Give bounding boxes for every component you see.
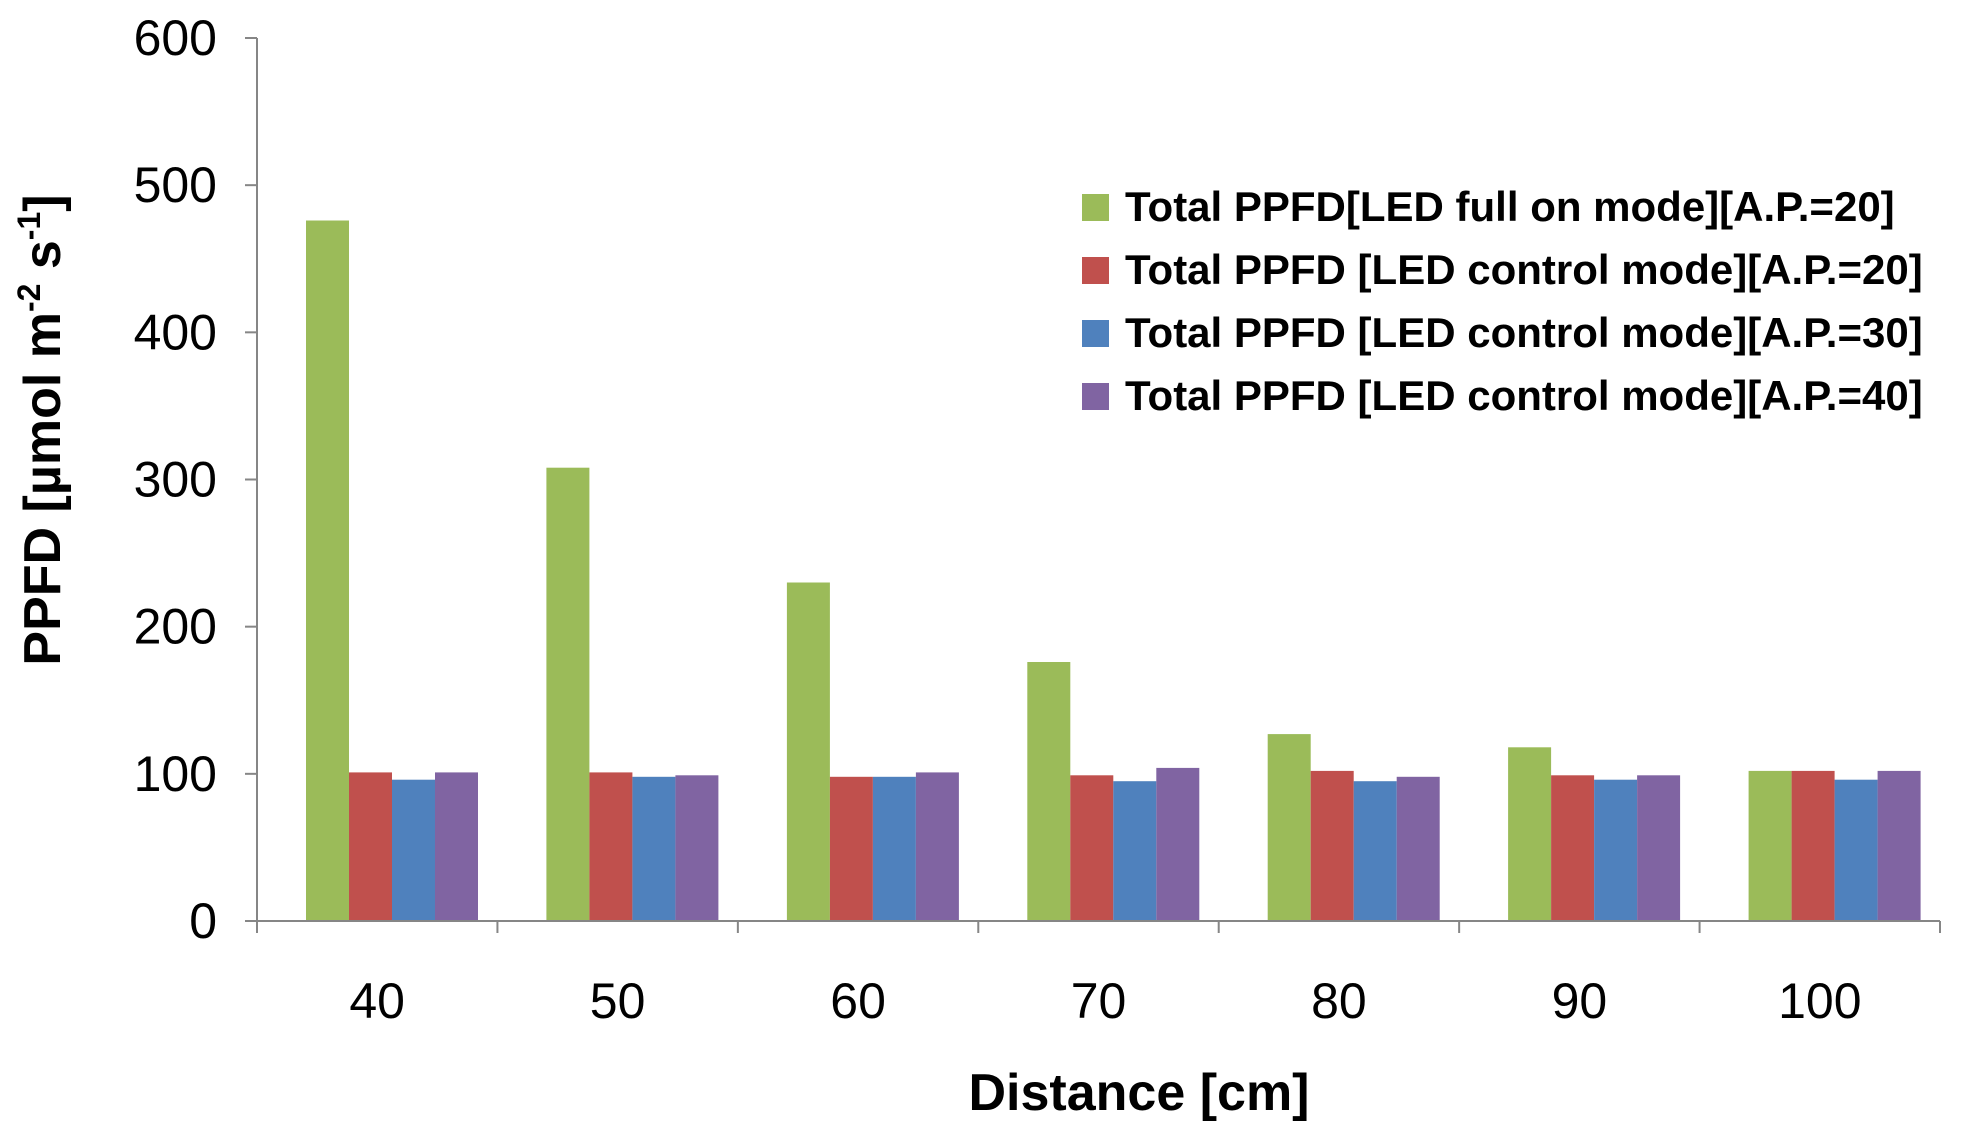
legend-swatch-3 <box>1082 320 1109 347</box>
bar-series-2-cat-60 <box>829 776 873 921</box>
y-tick-label: 200 <box>134 599 217 655</box>
y-axis-title-suffix: ] <box>14 194 72 211</box>
bar-series-4-cat-100 <box>1877 770 1921 921</box>
x-tick-label: 50 <box>590 973 646 1029</box>
bar-series-1-cat-90 <box>1508 747 1552 921</box>
bar-series-2-cat-70 <box>1070 775 1114 921</box>
y-tick-label: 600 <box>134 10 217 66</box>
bar-series-3-cat-70 <box>1113 781 1157 921</box>
bar-series-4-cat-50 <box>675 775 719 921</box>
x-tick-label: 40 <box>349 973 405 1029</box>
y-axis-title-exp2: -1 <box>11 212 47 240</box>
bar-series-1-cat-80 <box>1267 734 1311 921</box>
y-axis-title-prefix: PPFD [µmol m <box>14 312 72 666</box>
bar-series-3-cat-100 <box>1834 779 1878 921</box>
bar-series-2-cat-100 <box>1791 770 1835 921</box>
legend-swatch-2 <box>1082 257 1109 284</box>
bar-series-1-cat-40 <box>306 220 349 921</box>
legend-swatch-4 <box>1082 383 1109 410</box>
y-tick-label: 400 <box>134 304 217 360</box>
bar-series-4-cat-90 <box>1637 775 1681 921</box>
legend-swatch-1 <box>1082 194 1109 221</box>
bar-series-3-cat-80 <box>1353 781 1397 921</box>
y-axis-title-middle: s <box>14 240 72 283</box>
x-tick-label: 60 <box>830 973 886 1029</box>
bar-series-2-cat-90 <box>1551 775 1595 921</box>
y-tick-label: 500 <box>134 157 217 213</box>
y-tick-label: 0 <box>189 893 217 949</box>
y-tick-label: 100 <box>134 746 217 802</box>
x-tick-label: 90 <box>1552 973 1608 1029</box>
bars-layer <box>306 220 1921 921</box>
bar-series-4-cat-80 <box>1396 776 1440 921</box>
ticks-layer: 0 100 200 300 400 500 600 40 50 60 70 80 90 100 <box>134 10 1941 1029</box>
bar-series-2-cat-40 <box>349 772 392 921</box>
x-axis-title: Distance [cm] <box>969 1064 1310 1122</box>
x-tick-label: 70 <box>1071 973 1127 1029</box>
bar-series-3-cat-90 <box>1594 779 1638 921</box>
bar-series-4-cat-60 <box>915 772 959 921</box>
bar-series-2-cat-50 <box>589 772 633 921</box>
bar-series-4-cat-40 <box>435 772 478 921</box>
bar-series-4-cat-70 <box>1156 767 1200 921</box>
bar-series-3-cat-60 <box>872 776 916 921</box>
bar-series-2-cat-80 <box>1310 770 1354 921</box>
bar-series-1-cat-50 <box>546 467 590 921</box>
legend: Total PPFD[LED full on mode][A.P.=20] Tot… <box>1082 183 1923 419</box>
legend-label-2: Total PPFD [LED control mode][A.P.=20] <box>1125 246 1923 293</box>
bar-series-3-cat-40 <box>392 779 435 921</box>
bar-series-1-cat-70 <box>1027 662 1071 921</box>
bar-series-1-cat-100 <box>1748 770 1792 921</box>
legend-label-3: Total PPFD [LED control mode][A.P.=30] <box>1125 309 1923 356</box>
bar-series-3-cat-50 <box>632 776 676 921</box>
y-tick-label: 300 <box>134 452 217 508</box>
legend-label-1: Total PPFD[LED full on mode][A.P.=20] <box>1125 183 1895 230</box>
x-tick-label: 80 <box>1311 973 1367 1029</box>
bar-series-1-cat-60 <box>786 582 830 921</box>
x-tick-label: 100 <box>1778 973 1861 1029</box>
legend-label-4: Total PPFD [LED control mode][A.P.=40] <box>1125 372 1923 419</box>
y-axis-title: PPFD [µmol m-2 s-1] <box>11 194 72 665</box>
y-axis-title-exp1: -2 <box>11 284 47 312</box>
